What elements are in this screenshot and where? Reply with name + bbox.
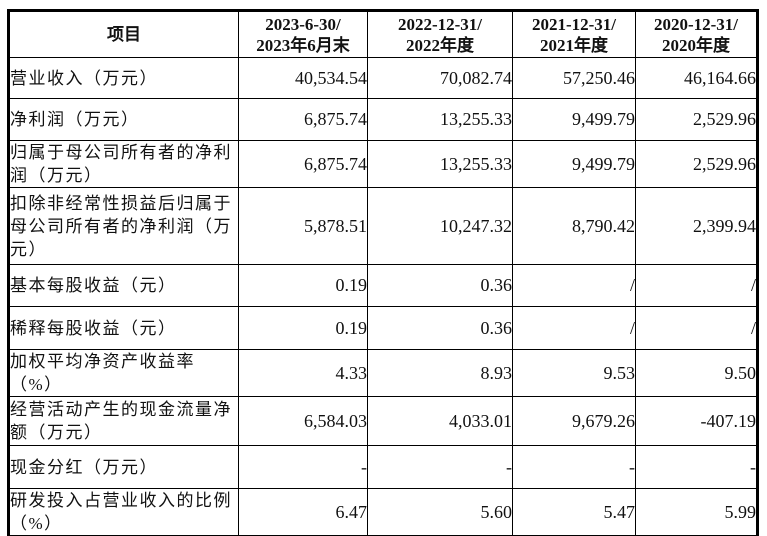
cell-value: / (635, 306, 758, 350)
cell-value: 5.99 (635, 488, 758, 536)
header-period-2022-line2: 2022年度 (406, 35, 474, 55)
row-label: 营业收入（万元） (8, 57, 239, 99)
table-row-weighted-roe: 加权平均净资产收益率（%） 4.33 8.93 9.53 9.50 (8, 349, 758, 397)
table-row-cash-dividend: 现金分红（万元） - - - - (8, 445, 758, 489)
table-row-diluted-eps: 稀释每股收益（元） 0.19 0.36 / / (8, 306, 758, 350)
cell-value: 46,164.66 (635, 57, 758, 99)
cell-value: / (635, 264, 758, 307)
table-row-operating-cash-flow: 经营活动产生的现金流量净额（万元） 6,584.03 4,033.01 9,67… (8, 396, 758, 446)
header-period-2020-line2: 2020年度 (662, 35, 730, 55)
header-period-2021: 2021-12-31/ 2021年度 (512, 10, 636, 58)
cell-value: 57,250.46 (512, 57, 636, 99)
header-period-2020: 2020-12-31/ 2020年度 (635, 10, 758, 58)
row-label: 归属于母公司所有者的净利润（万元） (8, 140, 239, 188)
cell-value: 10,247.32 (367, 187, 513, 265)
cell-value: 6.47 (238, 488, 368, 536)
row-label: 研发投入占营业收入的比例（%） (8, 488, 239, 536)
cell-value: 9,499.79 (512, 140, 636, 188)
financial-summary-table: 项目 2023-6-30/ 2023年6月末 2022-12-31/ 2022年… (7, 9, 759, 536)
cell-value: 9,679.26 (512, 396, 636, 446)
cell-value: 6,584.03 (238, 396, 368, 446)
cell-value: 13,255.33 (367, 140, 513, 188)
cell-value: - (635, 445, 758, 489)
header-period-2021-line2: 2021年度 (540, 35, 608, 55)
row-label: 经营活动产生的现金流量净额（万元） (8, 396, 239, 446)
cell-value: - (512, 445, 636, 489)
table-row-net-profit: 净利润（万元） 6,875.74 13,255.33 9,499.79 2,52… (8, 98, 758, 141)
cell-value: 8.93 (367, 349, 513, 397)
cell-value: 9,499.79 (512, 98, 636, 141)
cell-value: 5.60 (367, 488, 513, 536)
cell-value: 13,255.33 (367, 98, 513, 141)
cell-value: 8,790.42 (512, 187, 636, 265)
table-row-basic-eps: 基本每股收益（元） 0.19 0.36 / / (8, 264, 758, 307)
header-period-2023: 2023-6-30/ 2023年6月末 (238, 10, 368, 58)
row-label: 稀释每股收益（元） (8, 306, 239, 350)
cell-value: / (512, 264, 636, 307)
row-label: 扣除非经常性损益后归属于母公司所有者的净利润（万元） (8, 187, 239, 265)
header-period-2021-line1: 2021-12-31/ (531, 14, 617, 34)
header-period-2023-line1: 2023-6-30/ (265, 14, 341, 34)
cell-value: 0.19 (238, 306, 368, 350)
cell-value: 2,529.96 (635, 140, 758, 188)
cell-value: - (367, 445, 513, 489)
cell-value: / (512, 306, 636, 350)
header-period-2020-line1: 2020-12-31/ (653, 14, 739, 34)
table-row-net-profit-deducted: 扣除非经常性损益后归属于母公司所有者的净利润（万元） 5,878.51 10,2… (8, 187, 758, 265)
row-label: 净利润（万元） (8, 98, 239, 141)
cell-value: 6,875.74 (238, 140, 368, 188)
cell-value: 9.50 (635, 349, 758, 397)
header-item-label: 项目 (107, 25, 141, 44)
row-label: 加权平均净资产收益率（%） (8, 349, 239, 397)
cell-value: 5.47 (512, 488, 636, 536)
cell-value: 9.53 (512, 349, 636, 397)
cell-value: 70,082.74 (367, 57, 513, 99)
cell-value: -407.19 (635, 396, 758, 446)
table-row-net-profit-parent: 归属于母公司所有者的净利润（万元） 6,875.74 13,255.33 9,4… (8, 140, 758, 188)
table-row-rd-ratio: 研发投入占营业收入的比例（%） 6.47 5.60 5.47 5.99 (8, 488, 758, 536)
header-row: 项目 2023-6-30/ 2023年6月末 2022-12-31/ 2022年… (8, 10, 758, 58)
cell-value: 4.33 (238, 349, 368, 397)
header-period-2023-line2: 2023年6月末 (256, 35, 350, 55)
table-row-revenue: 营业收入（万元） 40,534.54 70,082.74 57,250.46 4… (8, 57, 758, 99)
cell-value: 40,534.54 (238, 57, 368, 99)
row-label: 现金分红（万元） (8, 445, 239, 489)
header-period-2022-line1: 2022-12-31/ (397, 14, 483, 34)
cell-value: - (238, 445, 368, 489)
cell-value: 2,529.96 (635, 98, 758, 141)
cell-value: 5,878.51 (238, 187, 368, 265)
cell-value: 4,033.01 (367, 396, 513, 446)
header-item: 项目 (8, 10, 239, 58)
cell-value: 0.19 (238, 264, 368, 307)
cell-value: 0.36 (367, 264, 513, 307)
cell-value: 0.36 (367, 306, 513, 350)
cell-value: 6,875.74 (238, 98, 368, 141)
row-label: 基本每股收益（元） (8, 264, 239, 307)
cell-value: 2,399.94 (635, 187, 758, 265)
header-period-2022: 2022-12-31/ 2022年度 (367, 10, 513, 58)
